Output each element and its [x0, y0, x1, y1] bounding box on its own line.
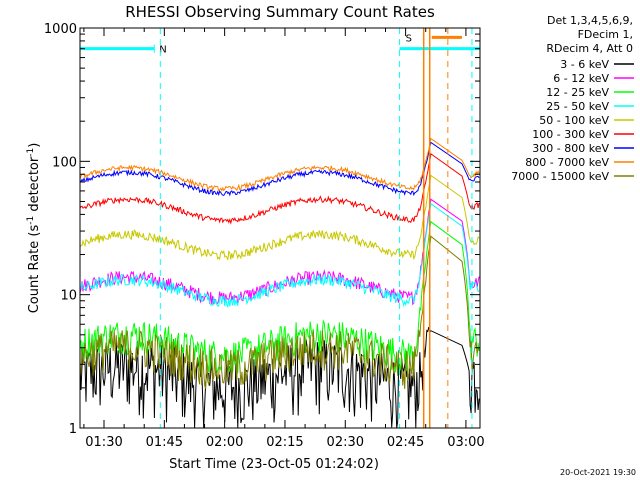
- x-tick-label-4: 02:15: [266, 435, 303, 450]
- x-tick-label-2: 01:45: [146, 435, 183, 450]
- x-tick-label-5: 02:30: [327, 435, 364, 450]
- y-axis-label-sup2: -1: [26, 148, 36, 157]
- x-tick-label-3: 02:00: [206, 435, 243, 450]
- x-tick-label-7: 03:00: [447, 435, 484, 450]
- y-axis-label-mid: detector: [27, 156, 42, 216]
- y-tick-label-1: 1: [69, 422, 77, 437]
- axis-layer: 01:30 01:45 02:00 02:15 02:30 02:45 03:00 1 10 10…: [44, 22, 485, 450]
- series-line-6: [79, 153, 480, 225]
- footer-timestamp: 20-Oct-2021 19:30: [560, 468, 636, 477]
- saa-label: S: [406, 33, 412, 44]
- legend-header-line-2: FDecim 1,: [578, 28, 633, 41]
- night-label: N: [159, 45, 166, 56]
- series-line-7: [79, 141, 480, 197]
- series-line-8: [79, 137, 480, 192]
- data-layer: NS: [79, 28, 481, 429]
- y-tick-label-2: 10: [60, 289, 77, 304]
- legend-label-5: 50 - 100 keV: [539, 114, 609, 127]
- series-line-9: [79, 235, 480, 390]
- legend-label-2: 6 - 12 keV: [553, 72, 609, 85]
- legend-label-4: 25 - 50 keV: [546, 100, 609, 113]
- series-line-3: [79, 220, 480, 376]
- y-axis-label-sup1: -1: [26, 216, 36, 225]
- legend-label-3: 12 - 25 keV: [546, 86, 609, 99]
- y-tick-label-3: 100: [52, 155, 77, 170]
- legend-label-9: 7000 - 15000 keV: [511, 170, 609, 183]
- y-axis-label-main: Count Rate (s: [27, 225, 42, 314]
- plot-frame: [79, 27, 481, 429]
- y-axis-label: Count Rate (s-1 detector-1): [26, 143, 42, 314]
- legend-label-7: 300 - 800 keV: [532, 142, 609, 155]
- legend-header-line-1: Det 1,3,4,5,6,9,: [547, 14, 633, 27]
- legend-label-8: 800 - 7000 keV: [525, 156, 609, 169]
- y-axis-label-end: ): [27, 143, 42, 148]
- series-line-4: [79, 203, 480, 308]
- x-tick-label-6: 02:45: [387, 435, 424, 450]
- series-line-5: [79, 174, 480, 261]
- legend-header-line-3: RDecim 4, Att 0: [546, 42, 633, 55]
- x-tick-label-1: 01:30: [85, 435, 122, 450]
- legend-label-6: 100 - 300 keV: [532, 128, 609, 141]
- series-line-1: [79, 326, 480, 429]
- y-tick-label-4: 1000: [44, 22, 77, 37]
- chart-title: RHESSI Observing Summary Count Rates: [125, 3, 435, 21]
- legend-label-1: 3 - 6 keV: [560, 58, 609, 71]
- x-axis-label: Start Time (23-Oct-05 01:24:02): [169, 457, 379, 472]
- legend: Det 1,3,4,5,6,9, FDecim 1, RDecim 4, Att…: [511, 14, 634, 183]
